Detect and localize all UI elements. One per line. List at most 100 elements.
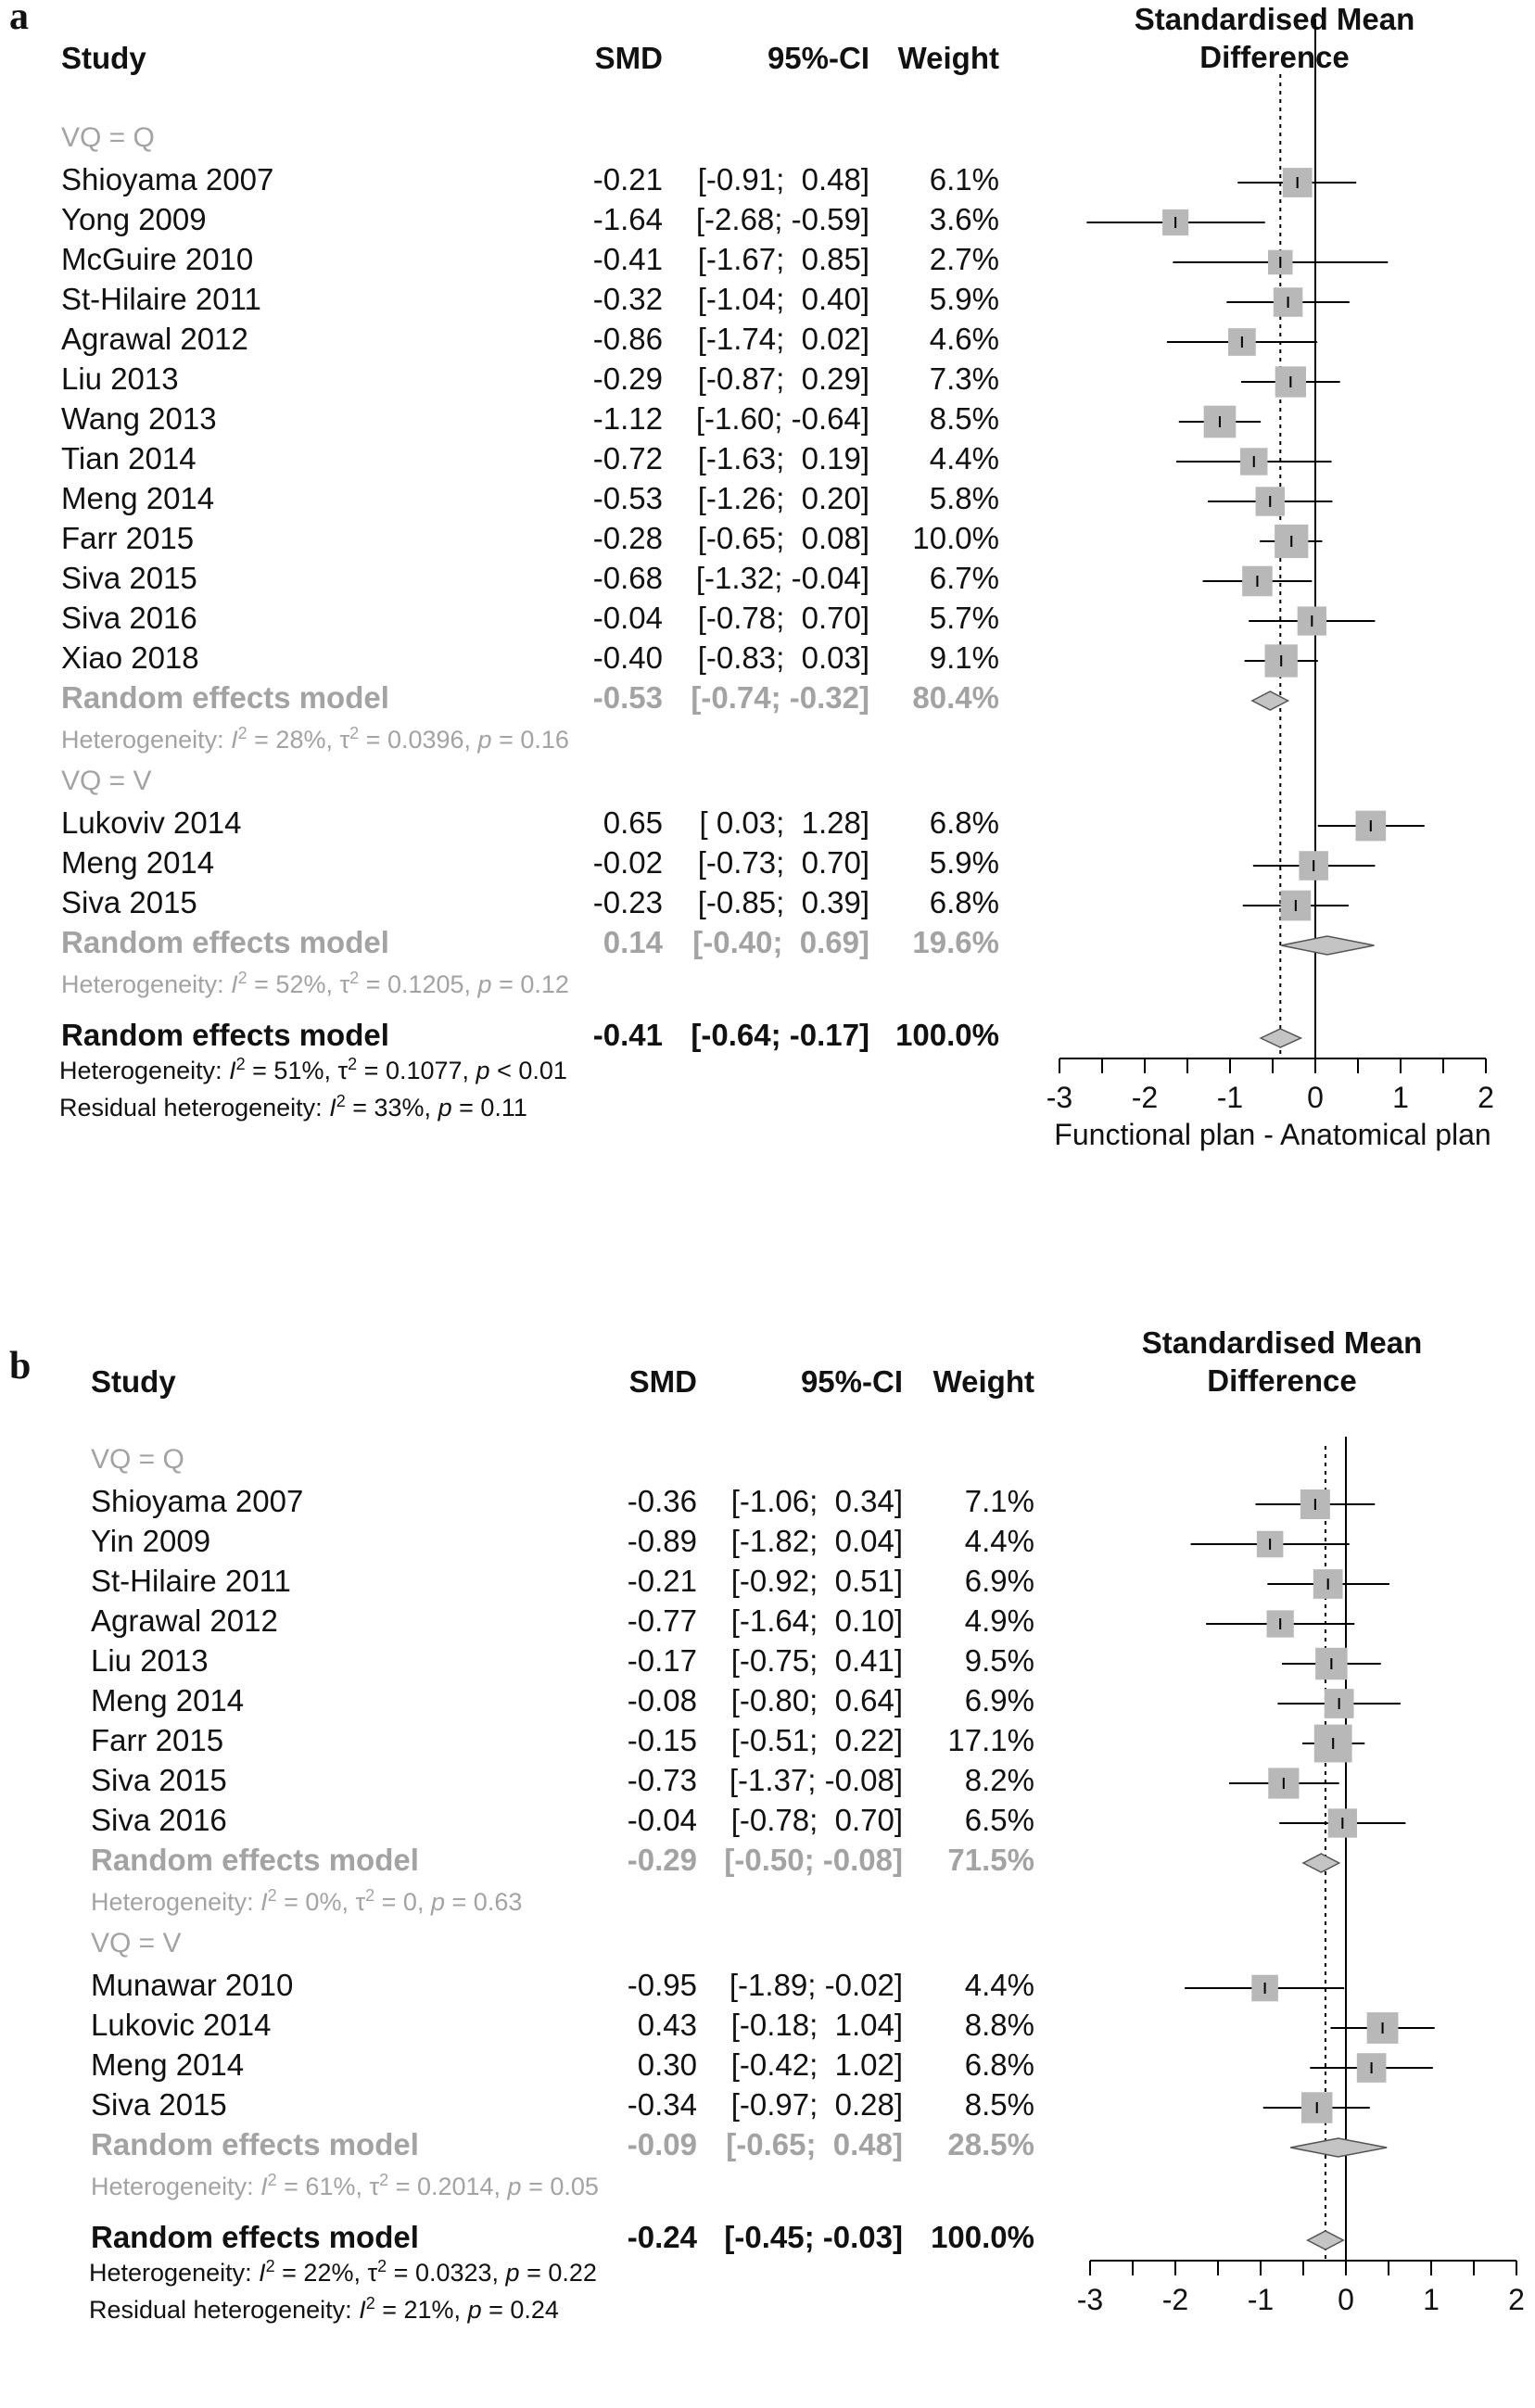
study-name: St-Hilaire 2011 bbox=[61, 282, 261, 316]
study-row: Tian 2014 -0.72 [-1.63; 0.19] 4.4% bbox=[0, 441, 1535, 478]
ci-value: [-0.92; 0.51] bbox=[730, 1564, 903, 1598]
ci-value: [-1.89; -0.02] bbox=[729, 1968, 903, 2002]
study-name: Munawar 2010 bbox=[91, 1968, 294, 2002]
study-row: McGuire 2010 -0.41 [-1.67; 0.85] 2.7% bbox=[0, 242, 1535, 279]
smd-value: -0.41 bbox=[592, 1018, 663, 1052]
column-header-weight: Weight bbox=[897, 41, 999, 75]
smd-value: -0.29 bbox=[627, 1843, 697, 1877]
weight-value: 4.4% bbox=[929, 441, 999, 475]
column-header-smd: SMD bbox=[594, 41, 663, 75]
ci-value: [-1.64; 0.10] bbox=[730, 1603, 903, 1638]
weight-value: 8.8% bbox=[964, 2008, 1034, 2042]
x-tick-label: -1 bbox=[1216, 1081, 1244, 1114]
study-row: Siva 2016 -0.04 [-0.78; 0.70] 6.5% bbox=[0, 1803, 1535, 1840]
study-name: Random effects model bbox=[61, 1018, 389, 1052]
panel-label: a bbox=[9, 0, 29, 38]
ci-value: [-1.26; 0.20] bbox=[697, 481, 869, 515]
ci-value: [-0.18; 1.04] bbox=[730, 2008, 903, 2042]
weight-value: 6.8% bbox=[964, 2047, 1034, 2082]
plot-title: Standardised Mean Difference bbox=[1108, 0, 1441, 76]
study-row: Liu 2013 -0.17 [-0.75; 0.41] 9.5% bbox=[0, 1643, 1535, 1680]
smd-value: -0.29 bbox=[592, 361, 663, 396]
study-row: Lukovic 2014 0.43 [-0.18; 1.04] 8.8% bbox=[0, 2008, 1535, 2045]
weight-value: 8.2% bbox=[964, 1763, 1034, 1797]
study-row: Meng 2014 -0.53 [-1.26; 0.20] 5.8% bbox=[0, 481, 1535, 518]
study-name: Siva 2015 bbox=[91, 1763, 227, 1797]
smd-value: -0.17 bbox=[627, 1643, 697, 1678]
smd-value: -0.34 bbox=[627, 2087, 697, 2122]
weight-value: 7.1% bbox=[964, 1484, 1034, 1518]
smd-value: -0.72 bbox=[592, 441, 663, 475]
weight-value: 7.3% bbox=[929, 361, 999, 396]
study-name: Meng 2014 bbox=[91, 1683, 245, 1717]
subgroup-pooled-row: Random effects model 0.14 [-0.40; 0.69] 19.… bbox=[0, 925, 1535, 962]
smd-value: -0.36 bbox=[627, 1484, 697, 1518]
study-name: Lukoviv 2014 bbox=[61, 805, 242, 840]
x-axis-label: Functional plan - Anatomical plan bbox=[1054, 1118, 1491, 1151]
study-name: Lukovic 2014 bbox=[91, 2008, 272, 2042]
subgroup-label-text: VQ = V bbox=[91, 1928, 182, 1958]
smd-value: -0.04 bbox=[592, 601, 663, 635]
pooled-diamond bbox=[1281, 935, 1375, 956]
weight-value: 6.8% bbox=[929, 885, 999, 919]
subgroup-label-text: VQ = Q bbox=[91, 1444, 184, 1475]
study-row: Siva 2015 -0.73 [-1.37; -0.08] 8.2% bbox=[0, 1763, 1535, 1800]
study-row: Farr 2015 -0.15 [-0.51; 0.22] 17.1% bbox=[0, 1723, 1535, 1760]
study-row: Shioyama 2007 -0.21 [-0.91; 0.48] 6.1% bbox=[0, 162, 1535, 199]
weight-value: 5.7% bbox=[929, 601, 999, 635]
ci-value: [-0.45; -0.03] bbox=[724, 2220, 903, 2254]
ci-value: [-1.82; 0.04] bbox=[730, 1524, 903, 1558]
weight-value: 4.4% bbox=[964, 1524, 1034, 1558]
pooled-diamond bbox=[1290, 2137, 1388, 2158]
column-header-study: Study bbox=[91, 1364, 176, 1399]
ci-value: [-0.65; 0.48] bbox=[726, 2127, 903, 2161]
weight-value: 5.8% bbox=[929, 481, 999, 515]
study-name: Meng 2014 bbox=[61, 481, 215, 515]
study-row: Siva 2015 -0.34 [-0.97; 0.28] 8.5% bbox=[0, 2087, 1535, 2124]
study-name: Agrawal 2012 bbox=[91, 1603, 278, 1638]
study-name: Farr 2015 bbox=[91, 1723, 224, 1757]
study-row: Meng 2014 -0.08 [-0.80; 0.64] 6.9% bbox=[0, 1683, 1535, 1720]
smd-value: -0.24 bbox=[627, 2220, 697, 2254]
study-name: Random effects model bbox=[91, 2220, 419, 2254]
weight-value: 4.6% bbox=[929, 322, 999, 356]
study-row: St-Hilaire 2011 -0.21 [-0.92; 0.51] 6.9% bbox=[0, 1564, 1535, 1601]
subgroup-label-text: VQ = Q bbox=[61, 122, 155, 153]
weight-value: 8.5% bbox=[964, 2087, 1034, 2122]
smd-value: -0.09 bbox=[627, 2127, 697, 2161]
x-tick-label: -2 bbox=[1131, 1081, 1159, 1114]
ci-value: [-1.67; 0.85] bbox=[697, 242, 869, 276]
study-name: Yin 2009 bbox=[91, 1524, 211, 1558]
study-name: Liu 2013 bbox=[91, 1643, 209, 1678]
study-name: Shioyama 2007 bbox=[91, 1484, 304, 1518]
ci-value: [-1.37; -0.08] bbox=[729, 1763, 903, 1797]
study-row: Farr 2015 -0.28 [-0.65; 0.08] 10.0% bbox=[0, 521, 1535, 558]
ci-value: [-0.78; 0.70] bbox=[730, 1803, 903, 1837]
subgroup-pooled-row: Random effects model -0.09 [-0.65; 0.48] 28… bbox=[0, 2127, 1535, 2164]
study-name: Farr 2015 bbox=[61, 521, 195, 555]
ci-value: [-0.64; -0.17] bbox=[691, 1018, 869, 1052]
weight-value: 19.6% bbox=[912, 925, 999, 959]
study-row: Siva 2015 -0.23 [-0.85; 0.39] 6.8% bbox=[0, 885, 1535, 922]
smd-value: -0.23 bbox=[592, 885, 663, 919]
study-name: Shioyama 2007 bbox=[61, 162, 274, 196]
study-name: Siva 2015 bbox=[61, 885, 197, 919]
smd-value: -0.86 bbox=[592, 322, 663, 356]
ci-value: [-1.63; 0.19] bbox=[697, 441, 869, 475]
x-tick-label: -2 bbox=[1161, 2283, 1189, 2316]
column-header-smd: SMD bbox=[628, 1364, 697, 1399]
column-header-ci: 95%-CI bbox=[767, 41, 869, 75]
forest-plot-canvas bbox=[1059, 19, 1487, 1073]
forest-plot-panel-a: a Study SMD 95%-CI Weight Standardised Mean D… bbox=[0, 0, 1535, 1151]
overall-pooled-row: Random effects model -0.41 [-0.64; -0.17] 1… bbox=[0, 1018, 1535, 1055]
smd-value: -0.28 bbox=[592, 521, 663, 555]
smd-value: -0.21 bbox=[627, 1564, 697, 1598]
weight-value: 6.7% bbox=[929, 561, 999, 595]
subgroup-label: VQ = V bbox=[0, 766, 1535, 803]
study-row: Meng 2014 -0.02 [-0.73; 0.70] 5.9% bbox=[0, 845, 1535, 882]
study-row: Yong 2009 -1.64 [-2.68; -0.59] 3.6% bbox=[0, 202, 1535, 239]
smd-value: -0.95 bbox=[627, 1968, 697, 2002]
subgroup-label: VQ = Q bbox=[0, 122, 1535, 159]
subgroup-label: VQ = Q bbox=[0, 1444, 1535, 1481]
study-name: Random effects model bbox=[61, 680, 389, 715]
